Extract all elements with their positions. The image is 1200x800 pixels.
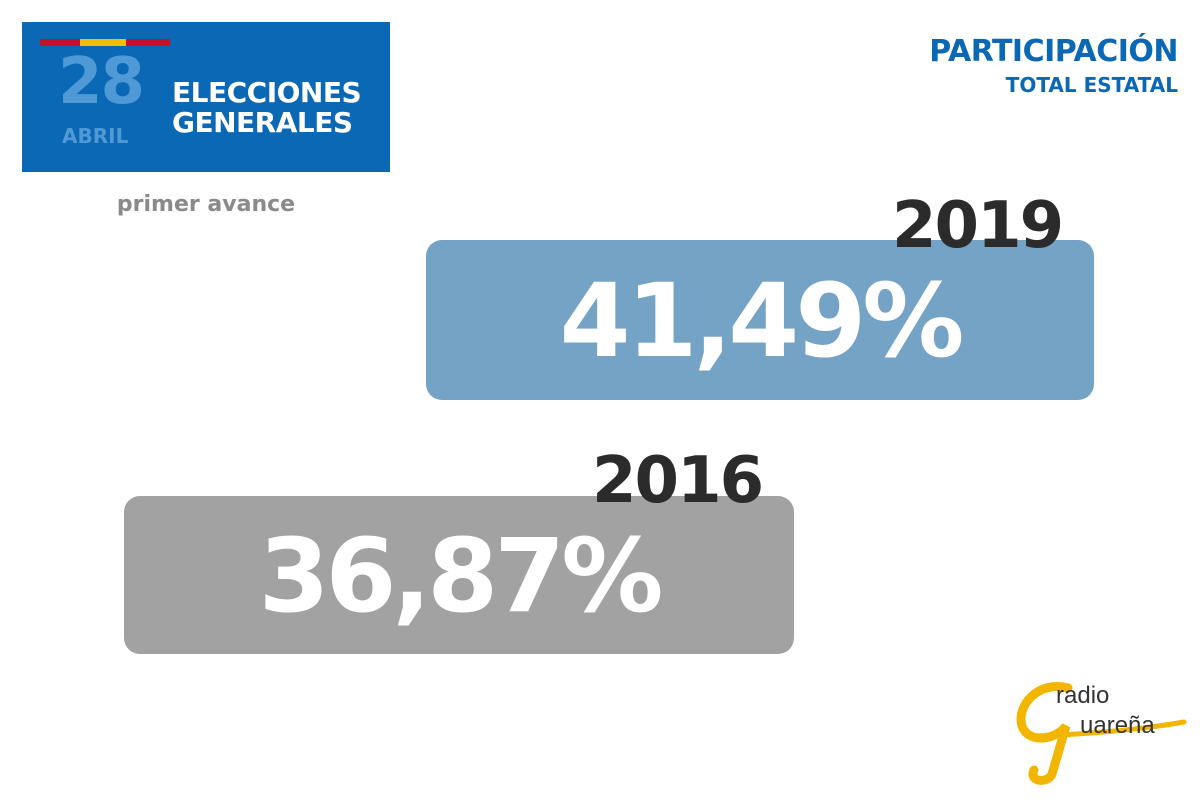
logo-g-swoosh-icon [1016,682,1187,785]
badge-title: ELECCIONES GENERALES [172,76,362,139]
radio-guarena-logo: radio uareña [1008,676,1188,786]
election-badge: 28 ABRIL ELECCIONES GENERALES [22,22,390,172]
heading-subtitle: TOTAL ESTATAL [1005,73,1178,97]
result-value-2019: 41,49% [559,262,965,381]
primer-avance-label: primer avance [116,192,296,217]
badge-title-line2: GENERALES [172,106,353,139]
badge-day: 28 [58,45,145,119]
heading-title: PARTICIPACIÓN [929,34,1178,69]
result-year-2019: 2019 [892,189,1064,263]
page-heading: PARTICIPACIÓN TOTAL ESTATAL [929,34,1178,100]
badge-title-line1: ELECCIONES [172,76,362,109]
logo-text-radio: radio [1056,682,1110,709]
logo-text-guarena: uareña [1080,712,1155,739]
result-box-2019: 41,49% [426,240,1094,400]
spanish-flag-stripe [40,39,170,46]
result-year-2016: 2016 [592,444,764,518]
result-value-2016: 36,87% [258,517,664,636]
badge-month: ABRIL [62,124,129,148]
result-box-2016: 36,87% [124,496,794,654]
